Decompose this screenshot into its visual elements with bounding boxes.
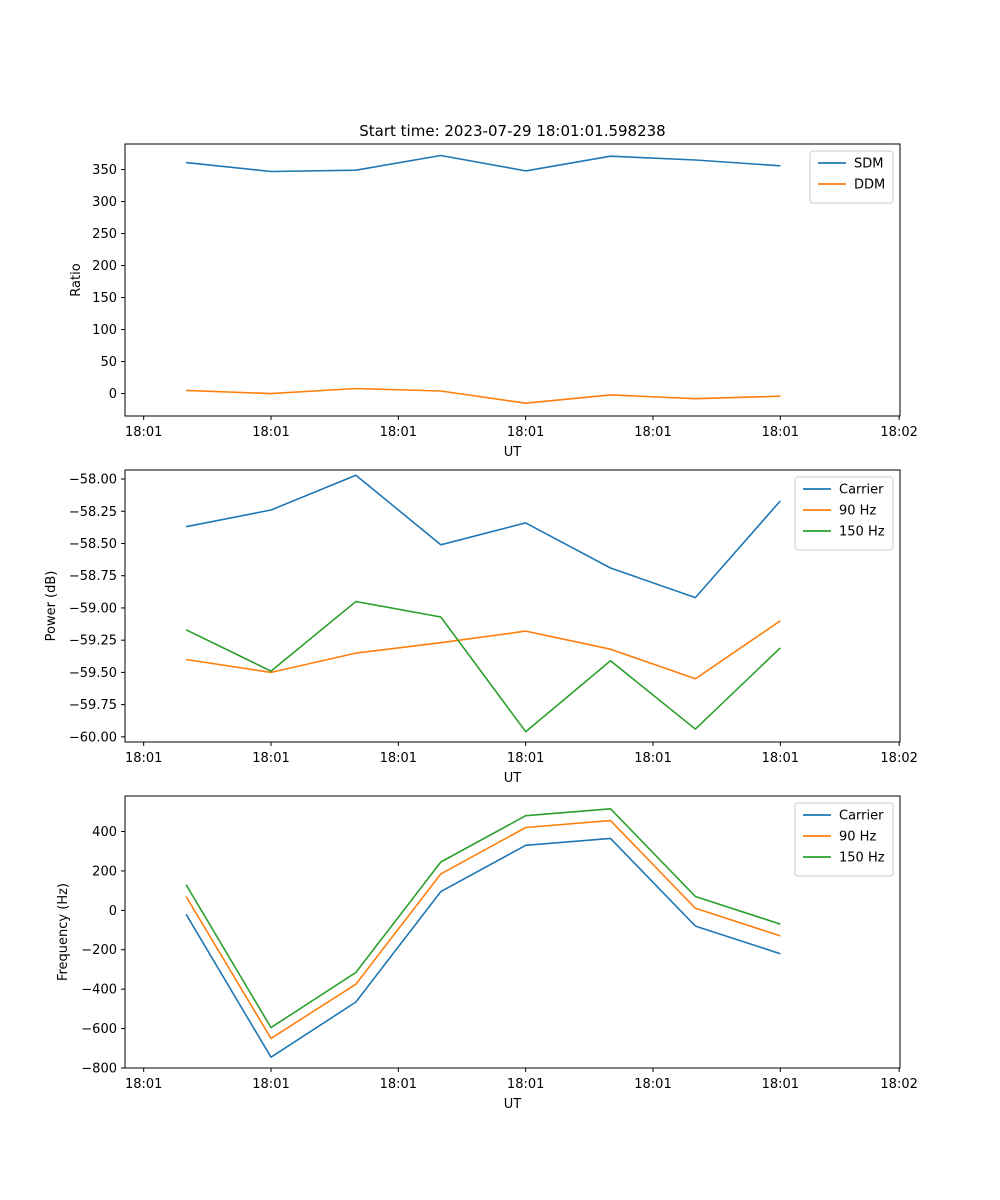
y-tick-label: 400 <box>92 825 117 840</box>
legend-label: 90 Hz <box>839 830 876 845</box>
legend-label: Carrier <box>839 809 884 824</box>
axes-frame <box>124 143 901 417</box>
y-axis-label: Power (dB) <box>44 571 59 642</box>
axes-frame <box>124 469 901 743</box>
y-tick-label: 100 <box>92 323 117 338</box>
chart-panel-2: 18:01 18:01 18:01 18:01 18:01 18:01 18:02 −60.0… <box>44 469 918 786</box>
x-tick-label: 18:01 <box>252 751 289 766</box>
x-tick-label: 18:01 <box>125 425 162 440</box>
x-tick-label: 18:02 <box>880 751 917 766</box>
legend: Carrier 90 Hz 150 Hz <box>794 476 894 551</box>
series-line-150-hz <box>185 807 781 1029</box>
y-tick-label: −59.75 <box>69 698 117 713</box>
x-tick-label: 18:01 <box>507 425 544 440</box>
y-tick-label: −58.75 <box>69 569 117 584</box>
y-tick-label: −600 <box>81 1022 117 1037</box>
chart-panel-3: 18:01 18:01 18:01 18:01 18:01 18:01 18:02 −800 −… <box>56 795 918 1112</box>
y-tick-label: 150 <box>92 291 117 306</box>
legend-label: 150 Hz <box>839 851 885 866</box>
x-tick-label: 18:01 <box>507 751 544 766</box>
x-tick-label: 18:02 <box>880 425 917 440</box>
legend: Carrier 90 Hz 150 Hz <box>794 802 894 877</box>
y-tick-label: 350 <box>92 163 117 178</box>
x-tick-label: 18:01 <box>634 425 671 440</box>
x-axis-label: UT <box>504 1097 522 1112</box>
x-tick-label: 18:01 <box>507 1077 544 1092</box>
x-tick-label: 18:01 <box>380 425 417 440</box>
chart-panel-1: Start time: 2023-07-29 18:01:01.598238 18… <box>69 122 918 460</box>
x-tick-label: 18:01 <box>634 1077 671 1092</box>
y-tick-label: 0 <box>109 904 117 919</box>
legend-label: SDM <box>854 157 883 172</box>
series-line-90-hz <box>185 620 781 680</box>
axes-frame <box>124 795 901 1069</box>
series-line-150-hz <box>185 600 781 733</box>
y-tick-label: 200 <box>92 864 117 879</box>
x-tick-label: 18:01 <box>762 751 799 766</box>
x-tick-label: 18:01 <box>252 425 289 440</box>
x-tick-label: 18:01 <box>125 1077 162 1092</box>
series-line-90-hz <box>185 819 781 1040</box>
x-tick-label: 18:01 <box>252 1077 289 1092</box>
x-tick-label: 18:02 <box>880 1077 917 1092</box>
y-tick-label: −59.25 <box>69 634 117 649</box>
y-tick-label: 0 <box>109 387 117 402</box>
y-tick-label: −58.00 <box>69 473 117 488</box>
y-axis-label: Ratio <box>69 263 84 296</box>
x-tick-label: 18:01 <box>380 751 417 766</box>
legend: SDM DDM <box>809 150 894 204</box>
x-tick-label: 18:01 <box>762 1077 799 1092</box>
y-tick-label: −200 <box>81 943 117 958</box>
legend-label: Carrier <box>839 483 884 498</box>
legend-box <box>809 150 894 204</box>
x-tick-label: 18:01 <box>125 751 162 766</box>
y-tick-label: −59.50 <box>69 666 117 681</box>
series-line-sdm <box>186 154 781 173</box>
x-tick-label: 18:01 <box>634 751 671 766</box>
y-axis-label: Frequency (Hz) <box>56 883 71 981</box>
x-tick-label: 18:01 <box>762 425 799 440</box>
series-line-ddm <box>186 387 781 405</box>
y-tick-label: −58.50 <box>69 537 117 552</box>
legend-label: 150 Hz <box>839 525 885 540</box>
x-axis-label: UT <box>504 445 522 460</box>
y-tick-label: −400 <box>81 983 117 998</box>
x-axis-label: UT <box>504 771 522 786</box>
y-tick-label: 50 <box>100 355 117 370</box>
y-tick-label: −800 <box>81 1062 117 1077</box>
chart-title: Start time: 2023-07-29 18:01:01.598238 <box>359 122 665 140</box>
series-line-carrier <box>185 474 781 599</box>
y-tick-label: −60.00 <box>69 730 117 745</box>
series-line-carrier <box>185 837 781 1058</box>
x-tick-label: 18:01 <box>380 1077 417 1092</box>
y-tick-label: 300 <box>92 195 117 210</box>
legend-label: DDM <box>854 178 885 193</box>
y-tick-label: −58.25 <box>69 505 117 520</box>
y-tick-label: 250 <box>92 227 117 242</box>
legend-label: 90 Hz <box>839 504 876 519</box>
y-tick-label: −59.00 <box>69 601 117 616</box>
y-tick-label: 200 <box>92 259 117 274</box>
